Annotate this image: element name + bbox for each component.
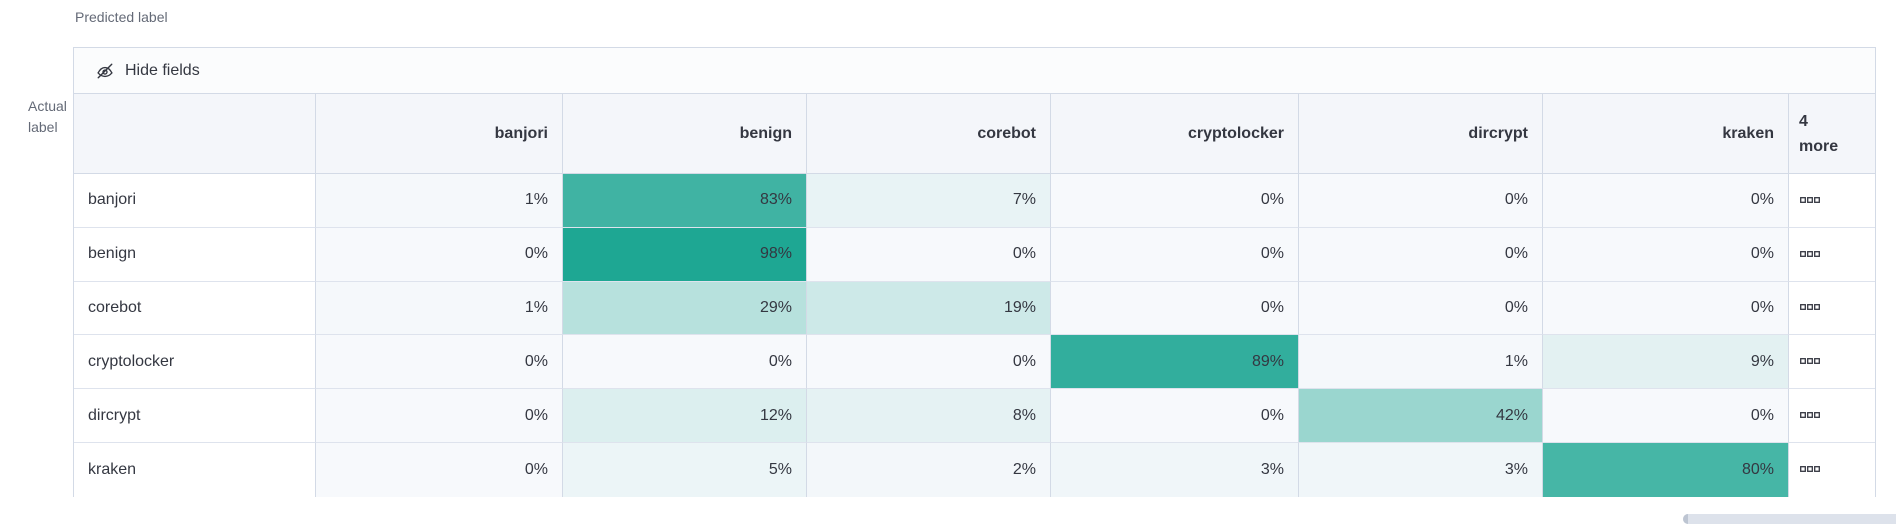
column-header-corebot[interactable]: corebot — [807, 94, 1051, 174]
row-label-benign[interactable]: benign — [74, 227, 316, 282]
cell-banjori-banjori[interactable]: 1% — [316, 174, 563, 228]
cell-dircrypt-cryptolocker[interactable]: 0% — [1051, 389, 1299, 443]
eye-closed-icon — [95, 61, 115, 81]
more-actions-banjori[interactable] — [1789, 174, 1875, 228]
cell-benign-benign[interactable]: 98% — [563, 227, 807, 282]
cell-banjori-dircrypt[interactable]: 0% — [1299, 174, 1543, 228]
actual-axis-label-line2: label — [28, 119, 58, 135]
cell-kraken-benign[interactable]: 5% — [563, 442, 807, 497]
cell-kraken-banjori[interactable]: 0% — [316, 442, 563, 497]
cell-corebot-benign[interactable]: 29% — [563, 281, 807, 336]
cell-benign-kraken[interactable]: 0% — [1543, 227, 1789, 282]
cell-banjori-kraken[interactable]: 0% — [1543, 174, 1789, 228]
hide-fields-label: Hide fields — [125, 61, 200, 79]
cell-cryptolocker-kraken[interactable]: 9% — [1543, 335, 1789, 390]
cell-cryptolocker-benign[interactable]: 0% — [563, 335, 807, 390]
more-count: 4 — [1799, 112, 1808, 130]
boxes-horizontal-icon — [1800, 358, 1820, 365]
column-header-cryptolocker[interactable]: cryptolocker — [1051, 94, 1299, 174]
cell-banjori-benign[interactable]: 83% — [563, 174, 807, 228]
cell-dircrypt-benign[interactable]: 12% — [563, 389, 807, 443]
more-actions-corebot[interactable] — [1789, 281, 1875, 336]
cell-kraken-cryptolocker[interactable]: 3% — [1051, 442, 1299, 497]
cell-banjori-corebot[interactable]: 7% — [807, 174, 1051, 228]
cell-benign-corebot[interactable]: 0% — [807, 227, 1051, 282]
row-label-cryptolocker[interactable]: cryptolocker — [74, 335, 316, 390]
cell-kraken-kraken[interactable]: 80% — [1543, 442, 1789, 497]
horizontal-scrollbar[interactable] — [1683, 514, 1896, 524]
cell-cryptolocker-cryptolocker[interactable]: 89% — [1051, 335, 1299, 390]
confusion-matrix-table: Hide fields banjori benign corebot cryptolo… — [73, 47, 1876, 497]
cell-benign-banjori[interactable]: 0% — [316, 227, 563, 282]
cell-dircrypt-dircrypt[interactable]: 42% — [1299, 389, 1543, 443]
actual-axis-label: Actual label — [28, 96, 74, 138]
boxes-horizontal-icon — [1800, 196, 1820, 203]
row-label-corebot[interactable]: corebot — [74, 281, 316, 336]
cell-dircrypt-banjori[interactable]: 0% — [316, 389, 563, 443]
row-label-dircrypt[interactable]: dircrypt — [74, 389, 316, 443]
cell-cryptolocker-banjori[interactable]: 0% — [316, 335, 563, 390]
cell-dircrypt-kraken[interactable]: 0% — [1543, 389, 1789, 443]
more-actions-kraken[interactable] — [1789, 442, 1875, 497]
cell-corebot-cryptolocker[interactable]: 0% — [1051, 281, 1299, 336]
cell-kraken-corebot[interactable]: 2% — [807, 442, 1051, 497]
boxes-horizontal-icon — [1800, 304, 1820, 311]
column-header-more[interactable]: 4 more — [1789, 94, 1875, 174]
cell-corebot-kraken[interactable]: 0% — [1543, 281, 1789, 336]
cell-dircrypt-corebot[interactable]: 8% — [807, 389, 1051, 443]
more-actions-dircrypt[interactable] — [1789, 389, 1875, 443]
corner-cell — [74, 94, 316, 174]
more-actions-cryptolocker[interactable] — [1789, 335, 1875, 390]
column-header-kraken[interactable]: kraken — [1543, 94, 1789, 174]
column-header-benign[interactable]: benign — [563, 94, 807, 174]
row-label-kraken[interactable]: kraken — [74, 442, 316, 497]
actual-axis-label-line1: Actual — [28, 98, 67, 114]
cell-benign-dircrypt[interactable]: 0% — [1299, 227, 1543, 282]
more-word: more — [1799, 137, 1839, 155]
cell-corebot-banjori[interactable]: 1% — [316, 281, 563, 336]
boxes-horizontal-icon — [1800, 250, 1820, 257]
hide-fields-button[interactable]: Hide fields — [74, 48, 1875, 94]
cell-cryptolocker-dircrypt[interactable]: 1% — [1299, 335, 1543, 390]
row-label-banjori[interactable]: banjori — [74, 174, 316, 228]
cell-corebot-dircrypt[interactable]: 0% — [1299, 281, 1543, 336]
cell-banjori-cryptolocker[interactable]: 0% — [1051, 174, 1299, 228]
boxes-horizontal-icon — [1800, 466, 1820, 473]
cell-benign-cryptolocker[interactable]: 0% — [1051, 227, 1299, 282]
predicted-axis-label: Predicted label — [75, 9, 168, 25]
cell-kraken-dircrypt[interactable]: 3% — [1299, 442, 1543, 497]
cell-cryptolocker-corebot[interactable]: 0% — [807, 335, 1051, 390]
cell-corebot-corebot[interactable]: 19% — [807, 281, 1051, 336]
more-actions-benign[interactable] — [1789, 227, 1875, 282]
column-header-dircrypt[interactable]: dircrypt — [1299, 94, 1543, 174]
boxes-horizontal-icon — [1800, 412, 1820, 419]
column-header-banjori[interactable]: banjori — [316, 94, 563, 174]
matrix-grid: banjori benign corebot cryptolocker dircrypt… — [74, 94, 1875, 497]
